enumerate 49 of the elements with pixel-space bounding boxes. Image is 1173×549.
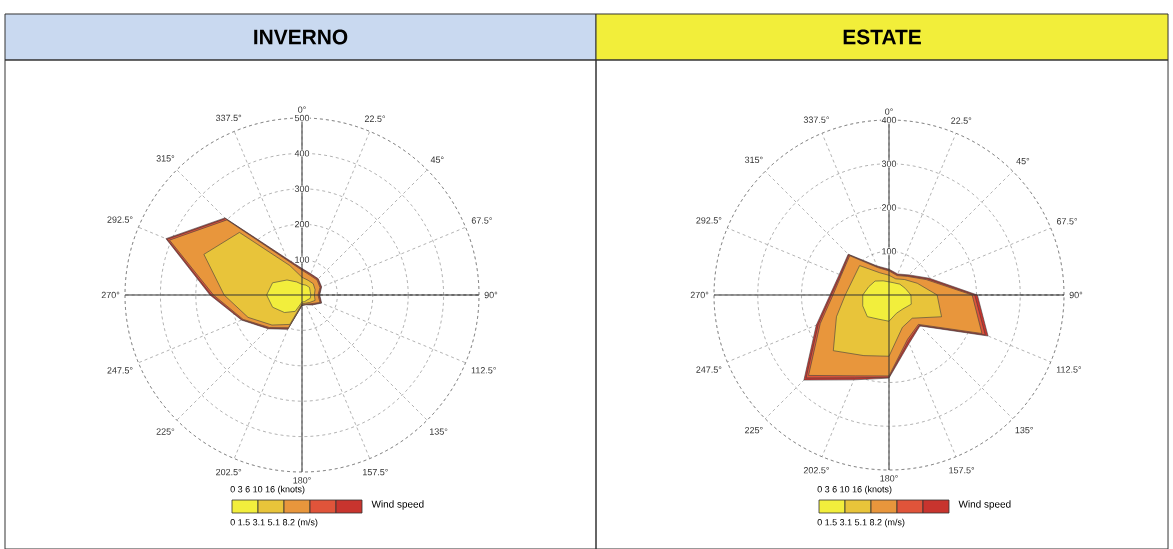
- spoke-label: 225°: [156, 428, 175, 435]
- spoke-label: 315°: [156, 155, 175, 162]
- spoke-label: 202.5°: [216, 468, 242, 476]
- text: 0 3 6 10 16 (knots): [817, 485, 892, 495]
- text: 0 3 6 10 16 (knots): [230, 485, 305, 495]
- spoke-label: 135°: [429, 428, 448, 435]
- spoke-label: 157.5°: [949, 467, 975, 474]
- y-tick-label: 200: [294, 221, 310, 228]
- spoke-label: 157.5°: [363, 468, 388, 476]
- spoke-label: 67.5°: [1056, 218, 1078, 225]
- spoke-label: 337.5°: [215, 114, 242, 122]
- spoke-label: 0°: [298, 106, 306, 113]
- spoke-label: 337.5°: [803, 116, 829, 123]
- y-tick-label: 100: [882, 248, 897, 255]
- spoke-label: 22.5°: [951, 117, 972, 124]
- spoke-label: 292.5°: [107, 216, 133, 223]
- spoke-label: 45°: [430, 156, 444, 163]
- text: 0 1.5 3.1 5.1 8.2 (m/s): [230, 518, 318, 528]
- spoke-label: 180°: [293, 477, 311, 484]
- y-tick-label: 100: [295, 256, 310, 263]
- spoke-label: 22.5°: [364, 115, 385, 122]
- spoke-label: 247.5°: [696, 366, 722, 373]
- spoke-label: 247.5°: [107, 367, 133, 374]
- y-tick-label: 300: [294, 185, 310, 192]
- y-tick-label: 500: [294, 114, 310, 122]
- spoke-label: 112.5°: [1056, 366, 1082, 373]
- spoke-label: 292.5°: [696, 217, 722, 224]
- spoke-label: 270°: [690, 291, 709, 299]
- y-tick-label: 400: [294, 150, 310, 157]
- chart-title: ESTATE: [843, 29, 921, 45]
- y-tick-label: 300: [881, 160, 897, 167]
- spoke-label: 90°: [1069, 291, 1083, 299]
- spoke-label: 270°: [101, 291, 120, 299]
- spoke-label: 225°: [745, 426, 763, 434]
- legend-title: Wind speed: [958, 500, 1011, 510]
- spoke-label: 0°: [885, 108, 893, 115]
- spoke-label: 315°: [744, 156, 763, 164]
- spoke-label: 112.5°: [471, 367, 496, 374]
- chart-title: INVERNO: [254, 29, 348, 45]
- spoke-label: 90°: [484, 291, 498, 299]
- y-tick-label: 200: [881, 204, 897, 211]
- spoke-label: 202.5°: [803, 467, 829, 474]
- y-tick-label: 400: [881, 116, 897, 124]
- spoke-label: 180°: [880, 475, 898, 482]
- spoke-label: 135°: [1015, 426, 1033, 434]
- text: 0 1.5 3.1 5.1 8.2 (m/s): [817, 518, 905, 528]
- spoke-label: 67.5°: [471, 217, 492, 224]
- legend-title: Wind speed: [371, 500, 424, 510]
- spoke-label: 45°: [1016, 157, 1030, 165]
